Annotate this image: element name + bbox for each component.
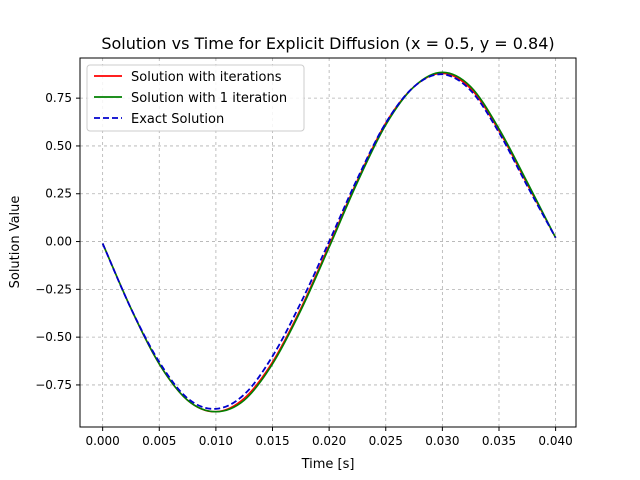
x-tick-label: 0.000 [85,434,119,448]
x-tick-label: 0.025 [369,434,403,448]
chart-title: Solution vs Time for Explicit Diffusion … [101,34,554,53]
x-tick-label: 0.020 [312,434,346,448]
x-tick-label: 0.035 [482,434,516,448]
y-tick-label: 0.75 [45,91,72,105]
y-axis-label: Solution Value [8,196,23,289]
y-tick-label: 0.00 [45,235,72,249]
legend-box [86,64,305,132]
x-axis-label: Time [s] [301,457,355,472]
legend: Solution with iterations Solution with 1 … [86,64,305,132]
plot-frame [79,57,577,428]
series-line-exact-solution [101,73,557,410]
legend-label-solution-with-1-iteration: Solution with 1 iteration [131,91,287,106]
y-tick-label: −0.50 [35,330,72,344]
x-tick-label: 0.040 [538,434,572,448]
series-line-solution-with-1-iteration [101,71,557,413]
axis-ticks: 0.000 0.005 0.010 0.015 0.020 0.025 0.030 0.035… [35,91,573,448]
series-lines [101,71,557,413]
y-tick-label: 0.50 [45,139,72,153]
y-tick-label: −0.25 [35,282,72,296]
x-tick-label: 0.010 [199,434,233,448]
x-tick-label: 0.030 [425,434,459,448]
y-tick-label: 0.25 [45,187,72,201]
legend-label-exact-solution: Exact Solution [131,112,224,127]
y-tick-label: −0.75 [35,378,72,392]
x-tick-label: 0.015 [255,434,289,448]
legend-label-solution-with-iterations: Solution with iterations [131,70,282,85]
x-tick-label: 0.005 [142,434,176,448]
